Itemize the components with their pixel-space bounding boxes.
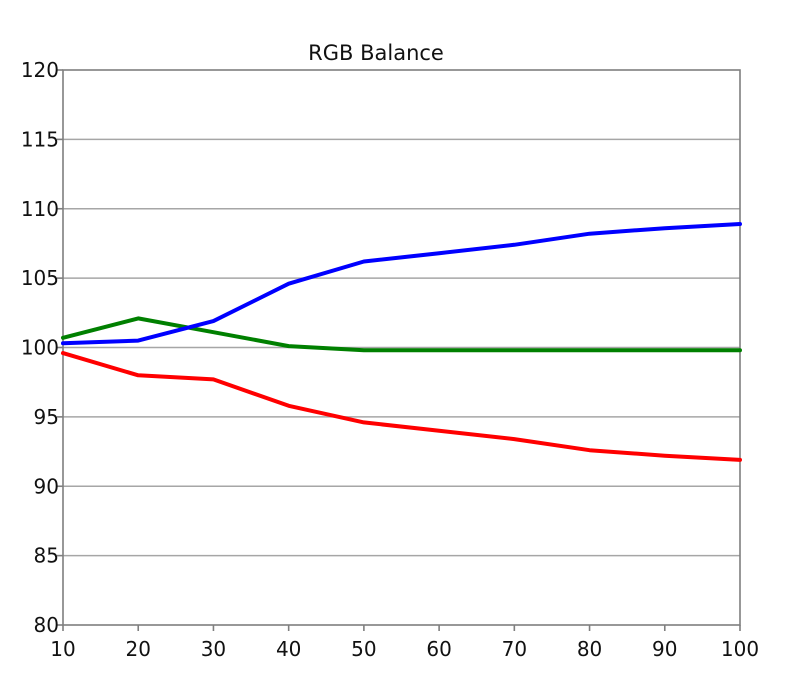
y-tick-label: 85: [34, 544, 59, 568]
x-tick-label: 100: [721, 637, 759, 661]
x-tick-label: 50: [351, 637, 376, 661]
y-tick-label: 80: [34, 613, 59, 637]
y-tick-label: 110: [21, 197, 59, 221]
x-tick-label: 90: [652, 637, 677, 661]
y-tick-label: 105: [21, 266, 59, 290]
y-tick-label: 115: [21, 127, 59, 151]
x-tick-label: 10: [50, 637, 75, 661]
x-tick-label: 40: [276, 637, 301, 661]
y-tick-label: 90: [34, 474, 59, 498]
x-tick-label: 80: [577, 637, 602, 661]
x-axis-ticks: 10 20 30 40 50 60 70 80 90 100: [50, 625, 759, 661]
series-lines: [61, 222, 742, 462]
x-tick-label: 20: [125, 637, 150, 661]
x-tick-label: 70: [502, 637, 527, 661]
y-tick-label: 95: [34, 405, 59, 429]
green-series-line: [61, 316, 742, 353]
red-series-line: [61, 351, 742, 462]
x-tick-label: 30: [201, 637, 226, 661]
y-tick-label: 120: [21, 58, 59, 82]
chart-title: RGB Balance: [308, 41, 444, 65]
x-tick-label: 60: [426, 637, 451, 661]
y-tick-label: 100: [21, 336, 59, 360]
grid-lines: [63, 138, 740, 557]
y-axis-ticks: 80 85 90 95 100 105 110 115 120: [21, 58, 63, 637]
blue-series-line: [61, 222, 742, 346]
